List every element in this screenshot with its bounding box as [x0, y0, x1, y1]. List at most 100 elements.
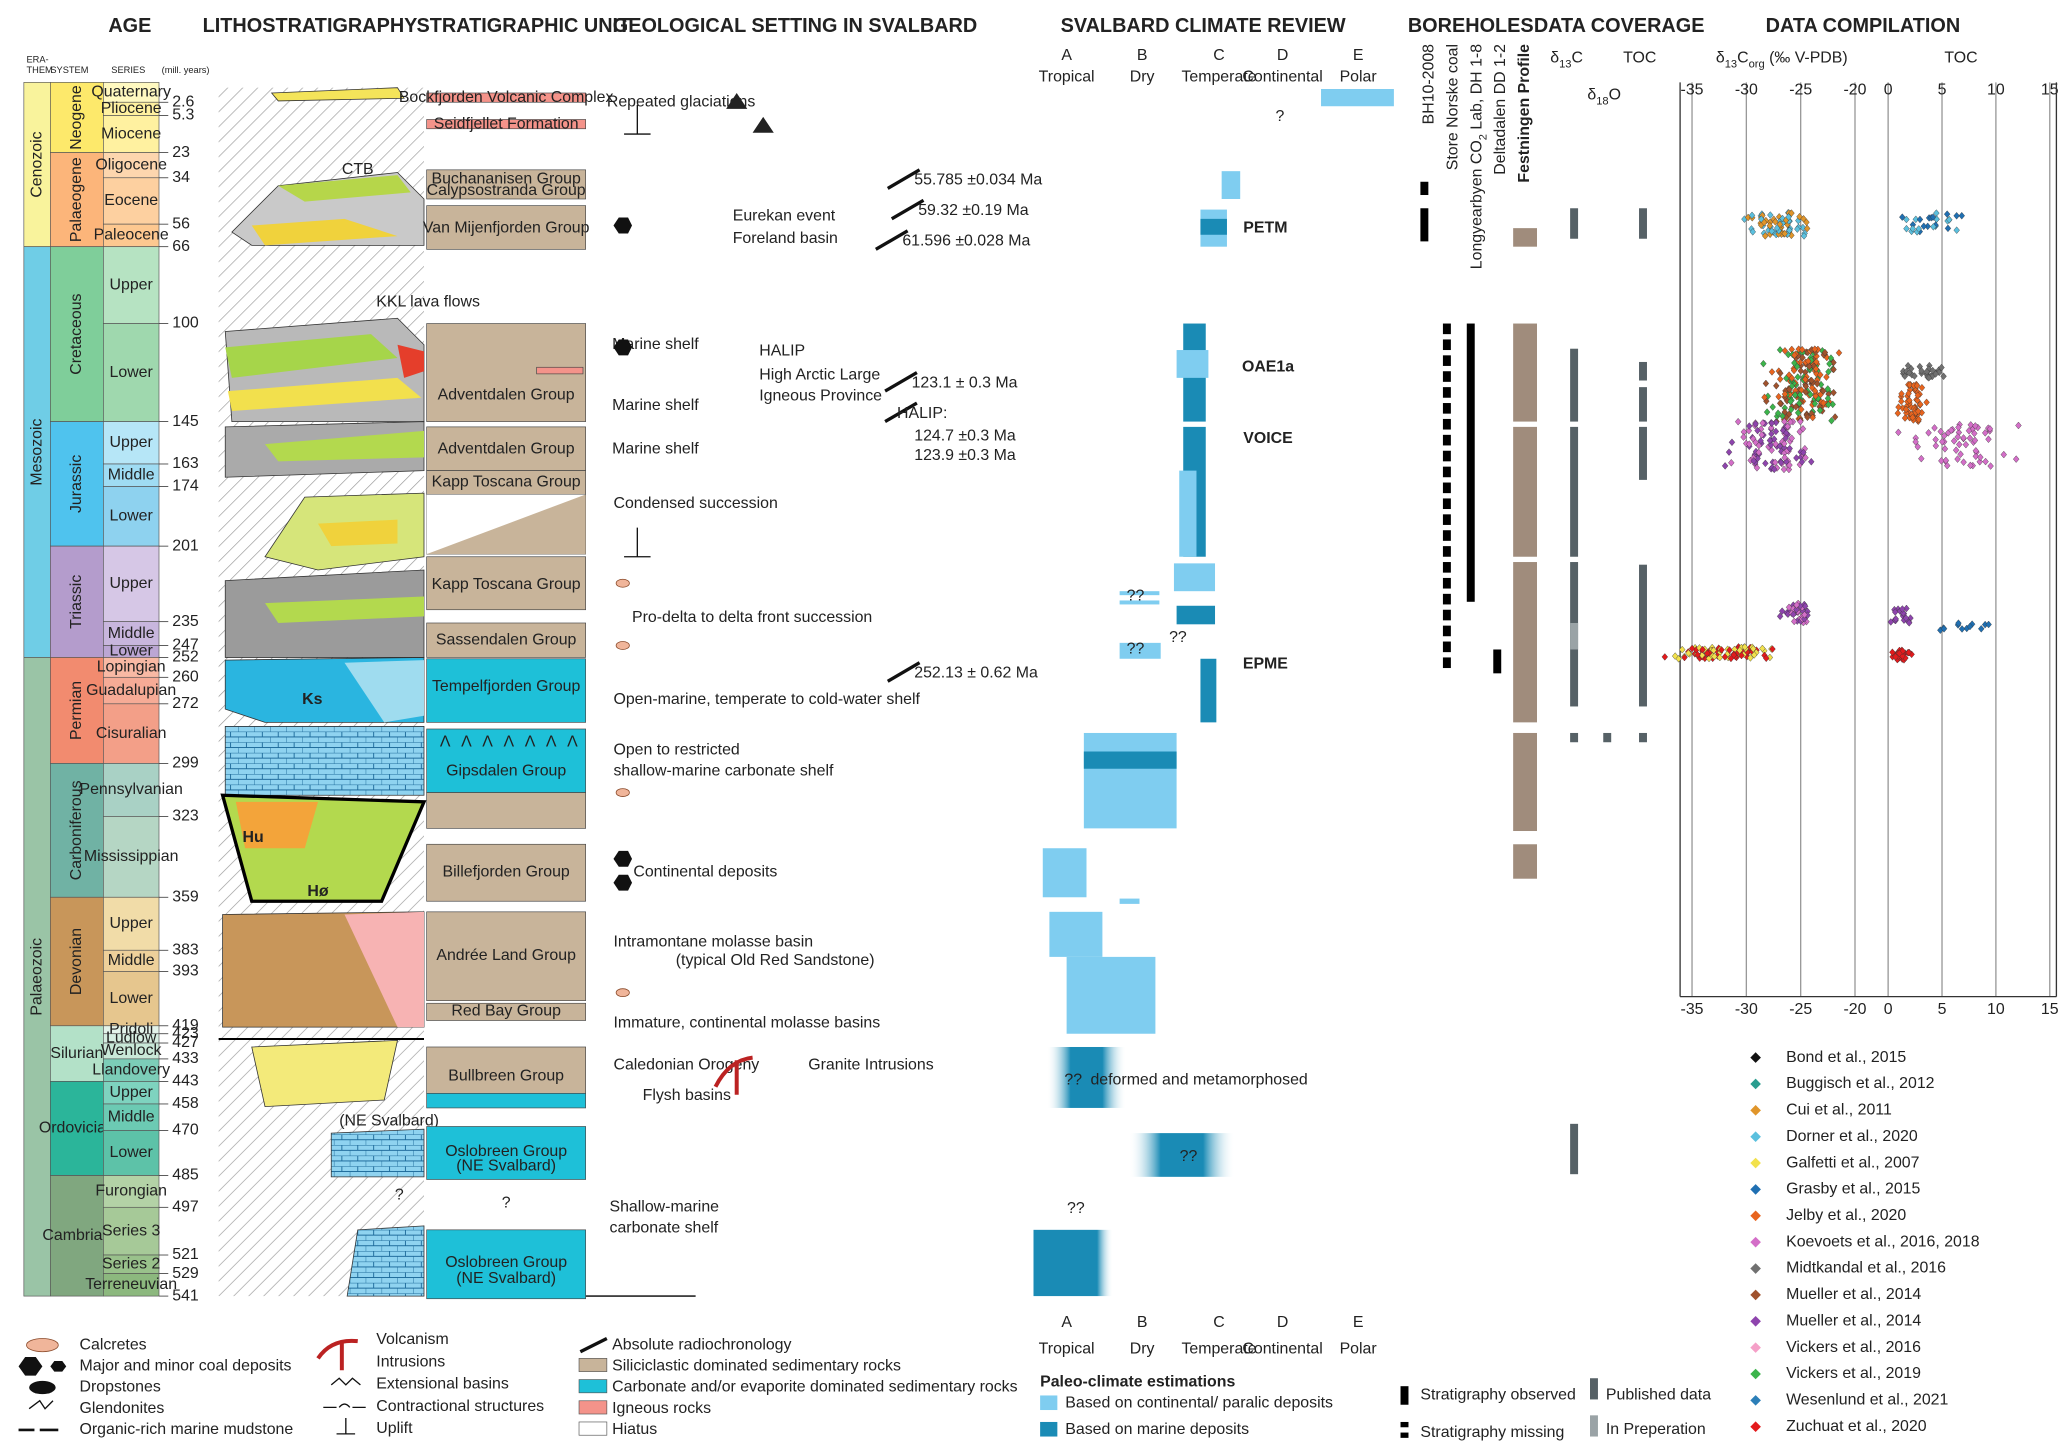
climate-box — [1119, 600, 1160, 605]
unit-box — [426, 119, 586, 130]
sample-point — [1725, 448, 1733, 456]
unit-label: Sassendalen Group — [436, 631, 577, 648]
legend-label: Grasby et al., 2015 — [1786, 1181, 1920, 1198]
sample-point — [1918, 367, 1925, 375]
sample-point — [1987, 462, 1994, 470]
sample-point — [1920, 222, 1927, 231]
sample-point — [1772, 418, 1780, 427]
setting-label: carbonate shelf — [609, 1220, 718, 1237]
coverage-bar — [1639, 426, 1647, 480]
sample-point — [1804, 224, 1811, 233]
sample-point — [1782, 434, 1789, 442]
borehole-dash — [1442, 609, 1451, 621]
borehole-dash — [1442, 593, 1451, 605]
legend-swatch — [1590, 1378, 1598, 1400]
setting-label: Repeated glaciations — [607, 93, 755, 110]
legend-marker — [330, 1377, 361, 1386]
tick-label: 0 — [1884, 1001, 1893, 1018]
legend-label: Contractional structures — [376, 1398, 544, 1415]
sample-point — [1929, 366, 1936, 375]
sample-point — [1781, 347, 1789, 355]
sample-point — [1768, 419, 1775, 428]
sample-point — [1821, 348, 1829, 357]
label: (mill. years) — [162, 65, 210, 75]
sample-point — [1728, 438, 1736, 447]
sample-point — [1824, 385, 1831, 393]
sample-point — [1953, 212, 1960, 220]
sample-point — [1925, 429, 1932, 437]
radiochron-symbol — [884, 371, 918, 393]
sample-point — [1827, 354, 1835, 362]
climate-letter: A — [1061, 47, 1072, 64]
legend-label: Stratigraphy missing — [1420, 1424, 1564, 1441]
setting-label: Caledonian Orogeny — [613, 1057, 759, 1074]
legend-label: Calcretes — [79, 1336, 146, 1353]
coverage-bar — [1570, 208, 1579, 239]
series-cell — [103, 421, 160, 465]
coal-symbol — [613, 339, 633, 356]
legend-label: In Preperation — [1606, 1421, 1706, 1438]
climate-name: Dry — [1130, 1340, 1155, 1357]
unit-box — [426, 426, 586, 471]
borehole-dash — [1442, 641, 1451, 653]
climate-box — [1128, 1133, 1235, 1177]
series-cell — [103, 545, 160, 622]
legend-swatch — [578, 1379, 608, 1394]
age-label: 100 — [172, 315, 199, 332]
setting-label: High Arctic Large — [759, 366, 880, 383]
litho-label: ? — [395, 1187, 404, 1204]
radiochron-symbol — [874, 229, 909, 251]
climate-letter: E — [1353, 1314, 1364, 1331]
sample-point — [1778, 607, 1786, 615]
litho-label: (NE Svalbard) — [339, 1112, 439, 1129]
tick-label: 15 — [2041, 82, 2059, 99]
sample-point — [1694, 650, 1701, 659]
unit-label: Adventdalen Group — [438, 441, 575, 458]
coverage-bar — [1639, 732, 1647, 743]
sample-point — [1792, 403, 1799, 411]
sample-point — [1794, 225, 1801, 233]
borehole-bar — [1493, 649, 1502, 674]
sample-point — [1800, 232, 1808, 240]
climate-box — [1042, 848, 1087, 898]
sample-point — [1762, 232, 1769, 240]
coverage-bar — [1639, 564, 1647, 707]
climate-box — [1200, 658, 1217, 723]
sample-point — [1793, 605, 1800, 614]
system-label: Triassic — [68, 575, 85, 629]
sample-point — [1721, 653, 1729, 661]
sample-point — [1958, 211, 1965, 220]
lithostratigraphy — [218, 87, 696, 1297]
sample-point — [1817, 371, 1824, 379]
sample-point — [1800, 448, 1807, 457]
sample-point — [1930, 223, 1937, 231]
coverage-bar — [1570, 732, 1579, 743]
legend-marker — [1750, 1078, 1761, 1090]
series-label: Upper — [110, 276, 154, 293]
sample-point — [1791, 359, 1798, 367]
sample-point — [1892, 608, 1899, 616]
setting-label: shallow-marine carbonate shelf — [613, 763, 834, 780]
sample-point — [1807, 390, 1814, 399]
evaporite-mark: Λ — [504, 733, 515, 750]
uncertain-label: ?? — [1169, 629, 1187, 646]
sample-point — [1688, 644, 1696, 653]
sample-point — [1777, 458, 1785, 467]
sample-point — [1738, 651, 1745, 660]
sample-point — [1785, 603, 1793, 612]
unit-box — [426, 1046, 586, 1094]
borehole-dash — [1442, 514, 1451, 525]
unit-box — [426, 1229, 586, 1300]
radiochron-label: HALIP: — [897, 405, 947, 422]
unit-label: Bullbreen Group — [448, 1067, 564, 1084]
sample-point — [1905, 648, 1912, 657]
evaporite-mark: Λ — [461, 733, 472, 750]
series-label: Series 3 — [102, 1222, 160, 1239]
climate-box — [1119, 591, 1160, 596]
sample-point — [1906, 381, 1913, 389]
axis-title-part: (‰ V-PDB) — [1765, 50, 1848, 67]
borehole-dash — [1442, 450, 1451, 462]
header: GEOLOGICAL SETTING IN SVALBARD — [613, 15, 977, 37]
sample-point — [1905, 389, 1912, 398]
unit-box — [426, 92, 586, 103]
